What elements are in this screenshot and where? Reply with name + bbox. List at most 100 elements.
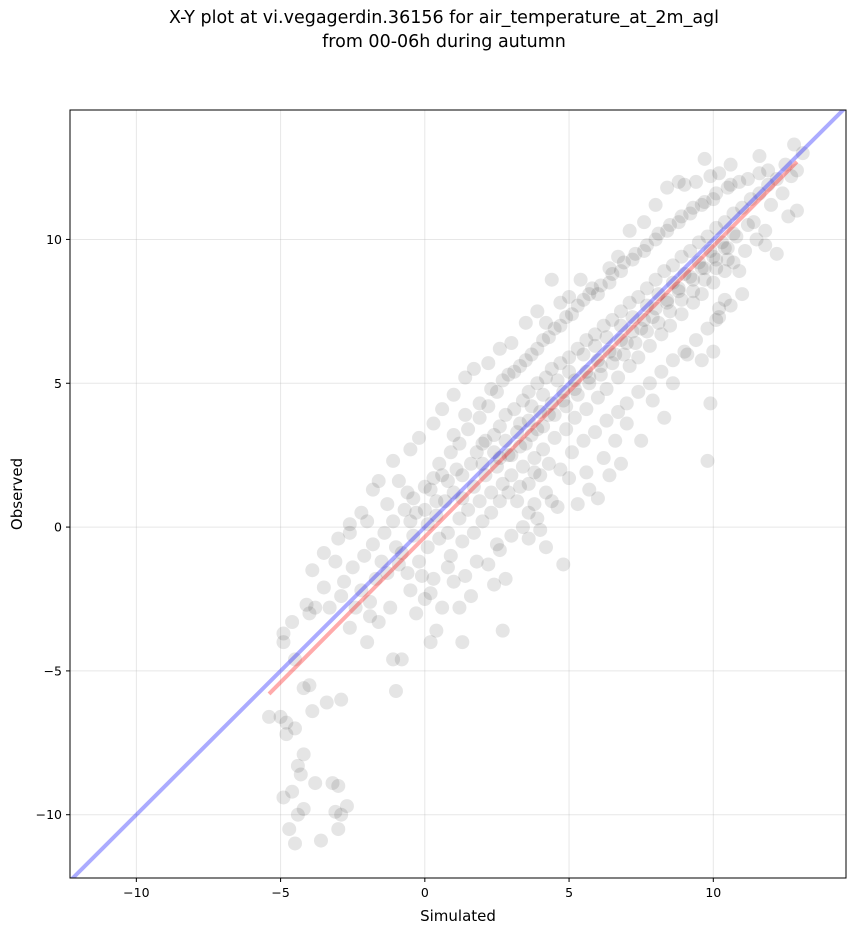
data-point bbox=[331, 778, 346, 793]
data-point bbox=[657, 264, 672, 279]
data-point bbox=[446, 428, 461, 443]
data-point bbox=[697, 195, 712, 210]
data-point bbox=[732, 264, 747, 279]
data-point bbox=[458, 370, 473, 385]
data-point bbox=[328, 804, 343, 819]
data-point bbox=[694, 287, 709, 302]
data-point bbox=[365, 537, 380, 552]
data-point bbox=[533, 405, 548, 420]
data-point bbox=[544, 396, 559, 411]
data-point bbox=[325, 776, 340, 791]
y-tick-label: −5 bbox=[44, 663, 62, 678]
data-point bbox=[515, 520, 530, 535]
data-point bbox=[489, 459, 504, 474]
data-point bbox=[582, 482, 597, 497]
plot-area bbox=[70, 110, 846, 878]
data-point bbox=[657, 410, 672, 425]
chart-title-line-1: X-Y plot at vi.vegagerdin.36156 for air_… bbox=[168, 8, 720, 28]
data-point bbox=[585, 281, 600, 296]
data-point bbox=[518, 353, 533, 368]
data-point bbox=[524, 347, 539, 362]
data-point bbox=[599, 382, 614, 397]
data-point bbox=[417, 479, 432, 494]
data-point bbox=[688, 333, 703, 348]
data-point bbox=[605, 266, 620, 281]
data-point bbox=[564, 445, 579, 460]
data-point bbox=[452, 436, 467, 451]
data-point bbox=[363, 609, 378, 624]
data-point bbox=[593, 367, 608, 382]
data-point bbox=[605, 312, 620, 327]
data-point bbox=[631, 384, 646, 399]
data-point bbox=[380, 497, 395, 512]
data-point bbox=[732, 174, 747, 189]
data-point bbox=[285, 784, 300, 799]
data-point bbox=[282, 822, 297, 837]
data-point bbox=[302, 606, 317, 621]
data-point bbox=[397, 502, 412, 517]
data-point bbox=[582, 287, 597, 302]
data-point bbox=[709, 220, 724, 235]
data-point bbox=[723, 157, 738, 172]
data-point bbox=[472, 410, 487, 425]
data-point bbox=[645, 310, 660, 325]
data-point bbox=[567, 410, 582, 425]
data-point bbox=[536, 442, 551, 457]
data-point bbox=[663, 304, 678, 319]
data-point bbox=[758, 223, 773, 238]
data-point bbox=[582, 370, 597, 385]
data-point bbox=[515, 459, 530, 474]
data-point bbox=[466, 361, 481, 376]
data-point bbox=[613, 304, 628, 319]
data-point bbox=[386, 453, 401, 468]
data-point bbox=[466, 525, 481, 540]
data-point bbox=[438, 494, 453, 509]
data-point bbox=[634, 321, 649, 336]
data-point bbox=[504, 335, 519, 350]
reference-lines bbox=[70, 110, 846, 878]
data-point bbox=[527, 451, 542, 466]
data-point bbox=[599, 413, 614, 428]
data-point bbox=[530, 304, 545, 319]
data-point bbox=[700, 229, 715, 244]
data-point bbox=[562, 289, 577, 304]
data-point bbox=[449, 462, 464, 477]
data-point bbox=[769, 246, 784, 261]
data-point bbox=[466, 479, 481, 494]
data-point bbox=[559, 399, 574, 414]
data-point bbox=[639, 298, 654, 313]
data-point bbox=[334, 589, 349, 604]
data-point bbox=[432, 531, 447, 546]
data-point bbox=[452, 511, 467, 526]
data-point bbox=[510, 494, 525, 509]
data-point bbox=[665, 275, 680, 290]
data-point bbox=[417, 591, 432, 606]
data-point bbox=[553, 462, 568, 477]
data-point bbox=[510, 425, 525, 440]
one-to-one-line bbox=[70, 110, 846, 878]
data-point bbox=[683, 243, 698, 258]
data-point bbox=[331, 822, 346, 837]
data-point bbox=[590, 287, 605, 302]
data-point bbox=[628, 335, 643, 350]
data-point bbox=[752, 149, 767, 164]
data-point bbox=[576, 292, 591, 307]
data-point bbox=[628, 246, 643, 261]
data-point bbox=[723, 177, 738, 192]
data-point bbox=[348, 600, 363, 615]
data-point bbox=[495, 373, 510, 388]
data-point bbox=[651, 315, 666, 330]
data-point bbox=[423, 635, 438, 650]
data-point bbox=[775, 186, 790, 201]
data-point bbox=[357, 548, 372, 563]
data-point bbox=[406, 528, 421, 543]
data-point bbox=[360, 635, 375, 650]
data-point bbox=[639, 238, 654, 253]
data-point bbox=[530, 376, 545, 391]
data-point bbox=[613, 456, 628, 471]
data-point bbox=[752, 166, 767, 181]
data-point bbox=[495, 476, 510, 491]
data-point bbox=[455, 491, 470, 506]
data-point bbox=[622, 359, 637, 373]
data-point bbox=[596, 318, 611, 333]
